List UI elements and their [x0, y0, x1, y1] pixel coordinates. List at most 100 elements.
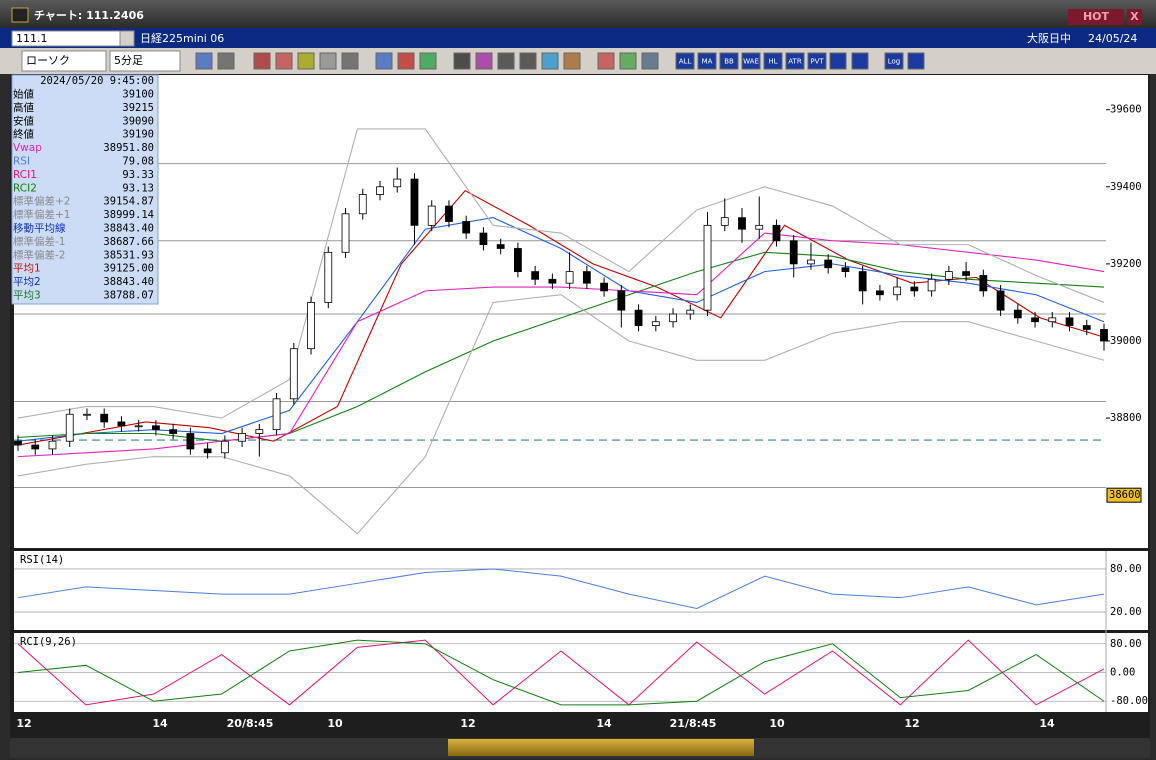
hot-button[interactable]	[1068, 9, 1124, 25]
info-label: RCI1	[13, 169, 37, 181]
candle-body	[927, 278, 936, 292]
tool-icon[interactable]	[341, 52, 359, 70]
info-label: RSI	[13, 156, 30, 168]
tool-icon[interactable]	[275, 52, 293, 70]
tool-button[interactable]	[807, 52, 827, 70]
x-tick-label: 10	[769, 717, 785, 730]
candle-body	[755, 224, 764, 230]
info-value: 39154.87	[103, 196, 154, 208]
x-tick-label: 12	[460, 717, 475, 730]
y-tick-label: 80.00	[1110, 563, 1142, 575]
info-label: RCI2	[13, 182, 37, 194]
candle-body	[548, 278, 557, 284]
tool-icon[interactable]	[519, 52, 537, 70]
info-label: 安値	[13, 114, 34, 127]
candle-body	[479, 232, 488, 246]
info-label: 高値	[13, 101, 34, 114]
candle-body	[910, 286, 919, 292]
app-icon	[11, 7, 29, 23]
y-tick-label: 38800	[1110, 412, 1142, 424]
close-label: X	[1130, 10, 1139, 23]
info-value: 93.13	[122, 182, 154, 194]
period-combo[interactable]	[109, 50, 181, 72]
hot-label: HOT	[1083, 10, 1110, 23]
tool-icon[interactable]	[497, 52, 515, 70]
candle-body	[376, 186, 384, 195]
info-value: 79.08	[122, 156, 154, 168]
panel-title: RCI(9,26)	[20, 636, 77, 648]
tool-button-label: PVT	[810, 58, 824, 66]
tool-button[interactable]	[741, 52, 761, 70]
tool-button[interactable]	[763, 52, 783, 70]
tool-icon[interactable]	[619, 52, 637, 70]
candle-body	[341, 213, 350, 253]
tool-icon[interactable]	[419, 52, 437, 70]
candle-body	[634, 309, 643, 326]
tool-button[interactable]	[719, 52, 739, 70]
info-label: 標準偏差+1	[13, 208, 70, 221]
indicator-line	[17, 217, 1105, 442]
code: 111.1	[16, 32, 48, 45]
candle-body	[134, 425, 143, 428]
tool-icon[interactable]	[563, 52, 581, 70]
price-axis	[1106, 75, 1148, 548]
tool-icon[interactable]	[397, 52, 415, 70]
indicator-line	[17, 232, 1105, 458]
header-date: 24/05/24	[1088, 32, 1137, 45]
candle-body	[531, 271, 540, 280]
y-tick-label: 39000	[1110, 335, 1142, 347]
candle-body	[686, 309, 695, 315]
candle-body	[100, 413, 109, 423]
tool-icon[interactable]	[375, 52, 393, 70]
period: 5分足	[114, 54, 143, 67]
candle-body	[152, 425, 160, 431]
tool-icon[interactable]	[319, 52, 337, 70]
tool-icon[interactable]	[453, 52, 471, 70]
tool-button-label: Log	[888, 58, 901, 66]
combo-arrow[interactable]	[119, 30, 135, 47]
info-value: 39190	[122, 129, 154, 141]
candle-body	[83, 413, 91, 416]
tool-button[interactable]	[675, 52, 695, 70]
tool-icon[interactable]	[907, 52, 925, 70]
info-value: 39100	[122, 89, 154, 101]
x-tick-label: 14	[596, 717, 612, 730]
info-label: 始値	[13, 88, 34, 101]
close-button[interactable]	[1127, 9, 1142, 25]
tool-icon[interactable]	[475, 52, 493, 70]
candle-body	[789, 240, 798, 265]
candle-body	[996, 290, 1005, 311]
session: 大阪日中	[1027, 31, 1071, 45]
info-value: 39125.00	[103, 263, 154, 275]
candle-body	[48, 440, 57, 450]
info-value: 39090	[122, 115, 154, 127]
tool-icon[interactable]	[829, 52, 847, 70]
candle-body	[617, 290, 626, 311]
tool-button[interactable]	[884, 52, 904, 70]
info-label: 標準偏差-2	[13, 248, 65, 261]
info-label: 平均2	[13, 276, 41, 288]
candle-body	[1048, 317, 1057, 323]
tool-button[interactable]	[785, 52, 805, 70]
candle-body	[651, 321, 660, 326]
tool-icon[interactable]	[541, 52, 559, 70]
tool-icon[interactable]	[217, 52, 235, 70]
tool-icon[interactable]	[597, 52, 615, 70]
tool-icon[interactable]	[851, 52, 869, 70]
candle-body	[445, 205, 453, 222]
tool-icon[interactable]	[297, 52, 315, 70]
tool-icon[interactable]	[195, 52, 213, 70]
tool-button[interactable]	[697, 52, 717, 70]
x-tick-label: 10	[327, 717, 343, 730]
candle-body	[824, 259, 833, 269]
candle-body	[169, 429, 178, 434]
header-bar	[0, 28, 1156, 48]
x-tick-label: 12	[904, 717, 919, 730]
chart-kind-combo[interactable]	[21, 50, 107, 72]
candle-body	[738, 217, 746, 230]
candle-body	[772, 224, 781, 242]
tool-icon[interactable]	[253, 52, 271, 70]
tool-icon[interactable]	[641, 52, 659, 70]
candle-body	[427, 205, 436, 226]
scroll-thumb[interactable]	[448, 739, 754, 756]
